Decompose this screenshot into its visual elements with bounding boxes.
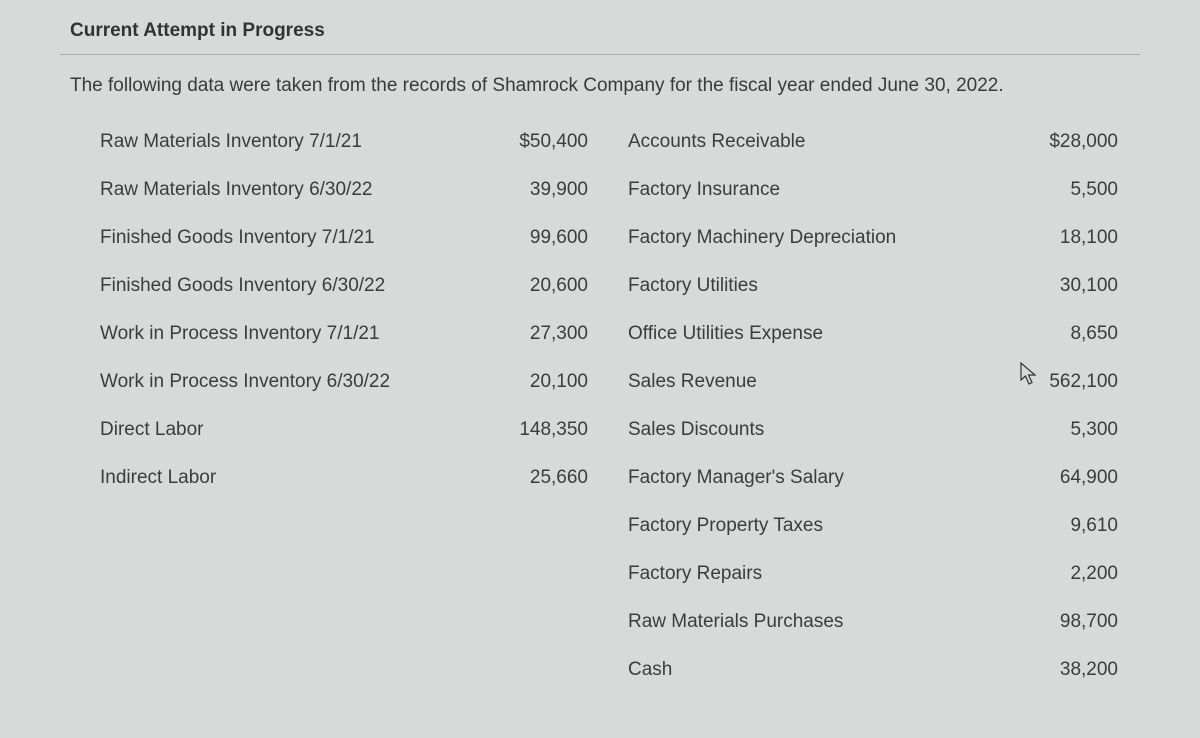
row-label: Cash	[628, 659, 1010, 681]
row-value: 5,300	[1010, 419, 1130, 441]
data-row: Raw Materials Purchases98,700	[628, 611, 1130, 659]
row-label: Raw Materials Purchases	[628, 611, 1010, 633]
row-value: 148,350	[480, 419, 600, 441]
row-label: Factory Manager's Salary	[628, 467, 1010, 489]
row-value: 20,600	[480, 275, 600, 297]
data-row: Factory Machinery Depreciation18,100	[628, 227, 1130, 275]
row-label: Factory Machinery Depreciation	[628, 227, 1010, 249]
row-label: Factory Property Taxes	[628, 515, 1010, 537]
row-label: Finished Goods Inventory 6/30/22	[100, 275, 480, 297]
left-column: Raw Materials Inventory 7/1/21$50,400Raw…	[100, 131, 600, 707]
row-value: $50,400	[480, 131, 600, 153]
row-label: Sales Discounts	[628, 419, 1010, 441]
data-row: Cash38,200	[628, 659, 1130, 707]
data-row: Factory Manager's Salary64,900	[628, 467, 1130, 515]
data-row: Accounts Receivable$28,000	[628, 131, 1130, 179]
row-label: Sales Revenue	[628, 371, 1010, 393]
data-row: Raw Materials Inventory 7/1/21$50,400	[100, 131, 600, 179]
data-row: Sales Discounts5,300	[628, 419, 1130, 467]
data-row: Finished Goods Inventory 7/1/2199,600	[100, 227, 600, 275]
row-value: 98,700	[1010, 611, 1130, 633]
intro-text: The following data were taken from the r…	[60, 75, 1140, 131]
row-value: 64,900	[1010, 467, 1130, 489]
row-label: Raw Materials Inventory 7/1/21	[100, 131, 480, 153]
row-label: Indirect Labor	[100, 467, 480, 489]
right-column: Accounts Receivable$28,000Factory Insura…	[628, 131, 1130, 707]
row-value: $28,000	[1010, 131, 1130, 153]
row-label: Factory Insurance	[628, 179, 1010, 201]
data-grid: Raw Materials Inventory 7/1/21$50,400Raw…	[60, 131, 1140, 707]
row-label: Factory Repairs	[628, 563, 1010, 585]
data-row: Work in Process Inventory 7/1/2127,300	[100, 323, 600, 371]
data-row: Factory Repairs2,200	[628, 563, 1130, 611]
row-label: Accounts Receivable	[628, 131, 1010, 153]
data-row: Sales Revenue562,100	[628, 371, 1130, 419]
data-row: Raw Materials Inventory 6/30/2239,900	[100, 179, 600, 227]
divider-line	[60, 54, 1140, 55]
row-value: 5,500	[1010, 179, 1130, 201]
data-row: Finished Goods Inventory 6/30/2220,600	[100, 275, 600, 323]
data-row: Work in Process Inventory 6/30/2220,100	[100, 371, 600, 419]
row-label: Finished Goods Inventory 7/1/21	[100, 227, 480, 249]
row-value: 39,900	[480, 179, 600, 201]
row-value: 8,650	[1010, 323, 1130, 345]
row-label: Work in Process Inventory 7/1/21	[100, 323, 480, 345]
row-value: 38,200	[1010, 659, 1130, 681]
row-value: 99,600	[480, 227, 600, 249]
row-label: Office Utilities Expense	[628, 323, 1010, 345]
row-label: Raw Materials Inventory 6/30/22	[100, 179, 480, 201]
row-value: 20,100	[480, 371, 600, 393]
row-label: Factory Utilities	[628, 275, 1010, 297]
data-row: Office Utilities Expense8,650	[628, 323, 1130, 371]
row-value: 30,100	[1010, 275, 1130, 297]
row-value: 25,660	[480, 467, 600, 489]
row-value: 2,200	[1010, 563, 1130, 585]
data-row: Indirect Labor25,660	[100, 467, 600, 515]
section-header: Current Attempt in Progress	[60, 20, 1140, 54]
data-row: Factory Property Taxes9,610	[628, 515, 1130, 563]
row-value: 27,300	[480, 323, 600, 345]
data-row: Factory Utilities30,100	[628, 275, 1130, 323]
row-value: 9,610	[1010, 515, 1130, 537]
data-row: Factory Insurance5,500	[628, 179, 1130, 227]
row-label: Work in Process Inventory 6/30/22	[100, 371, 480, 393]
row-value: 18,100	[1010, 227, 1130, 249]
row-value: 562,100	[1010, 371, 1130, 393]
row-label: Direct Labor	[100, 419, 480, 441]
data-row: Direct Labor148,350	[100, 419, 600, 467]
